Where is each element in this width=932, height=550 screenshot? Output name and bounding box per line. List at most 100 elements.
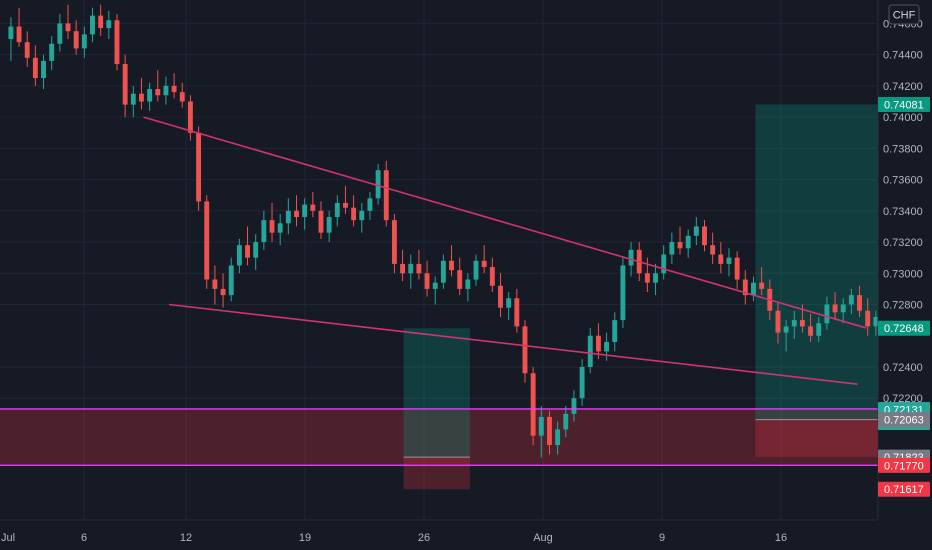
price-axis-background[interactable]	[878, 0, 932, 520]
candle-body	[555, 429, 561, 446]
date-tick-label: 12	[180, 532, 192, 544]
date-tick-label: 19	[299, 532, 311, 544]
upper-trendline[interactable]	[143, 116, 867, 329]
candle-body	[269, 220, 275, 233]
candle-body	[783, 326, 789, 333]
candle-body	[481, 260, 487, 268]
candle-body	[563, 413, 569, 430]
candle-body	[457, 270, 463, 289]
price-tag-label: 0.74081	[884, 99, 924, 111]
candle-body	[220, 288, 226, 296]
candle	[253, 234, 259, 271]
candle	[106, 10, 112, 40]
candle-body	[139, 93, 144, 102]
candle	[669, 232, 675, 264]
price-tag-label: 0.71617	[884, 484, 924, 496]
candle-body	[702, 226, 707, 246]
drawing-layer[interactable]	[0, 116, 878, 467]
candle	[228, 257, 234, 302]
candle-body	[81, 34, 87, 49]
candle	[285, 198, 291, 235]
candle	[840, 298, 846, 324]
candle	[90, 7, 95, 43]
candle	[187, 95, 193, 141]
price-tick-label: 0.73200	[883, 237, 923, 249]
lower-trendline[interactable]	[168, 303, 858, 385]
candle	[791, 310, 797, 339]
candle	[734, 251, 740, 289]
candle-body	[49, 43, 55, 61]
candle	[832, 292, 838, 321]
candle-body	[310, 204, 316, 211]
currency-badge[interactable]: CHF	[888, 4, 920, 25]
price-tick-label: 0.73000	[883, 268, 923, 280]
candle	[32, 45, 38, 86]
candle-body	[808, 326, 814, 336]
long-target-right[interactable]	[755, 104, 879, 420]
candle	[465, 273, 471, 302]
candle	[530, 366, 536, 446]
candle-body	[824, 304, 830, 324]
candle	[400, 249, 406, 282]
candle	[261, 210, 267, 250]
time-axis: Jul 6 12 19 26 Aug 9 16	[1, 532, 787, 544]
candle	[481, 245, 487, 274]
candle-body	[865, 310, 871, 327]
candle	[661, 245, 667, 280]
candle-body	[318, 210, 324, 233]
price-tag-label: 0.71770	[884, 460, 924, 472]
long-stop-right[interactable]	[755, 419, 879, 458]
support-zone[interactable]	[0, 408, 878, 466]
candle	[816, 316, 822, 342]
candle	[759, 267, 765, 296]
candle	[383, 160, 389, 227]
candle-body	[751, 282, 756, 296]
candle-body	[383, 170, 389, 221]
candle-body	[644, 273, 650, 283]
candle	[865, 298, 871, 336]
candle	[440, 254, 446, 289]
time-axis-background[interactable]	[0, 520, 932, 550]
candle-body	[677, 242, 683, 249]
candle	[547, 410, 552, 455]
candle	[653, 263, 658, 296]
candle-body	[473, 260, 479, 280]
candle	[8, 17, 14, 61]
candle	[808, 313, 814, 342]
date-tick-label: Jul	[1, 532, 15, 544]
candle	[473, 254, 479, 286]
candle-body	[196, 132, 202, 202]
candle	[155, 70, 161, 102]
candle	[302, 198, 308, 230]
candle-body	[122, 64, 128, 105]
candle	[587, 327, 593, 374]
candle	[718, 242, 724, 274]
candle	[57, 14, 63, 52]
candle	[163, 76, 169, 105]
candle	[408, 254, 414, 289]
candle-body	[710, 245, 716, 255]
price-tag-box	[878, 96, 930, 112]
candle	[604, 332, 610, 361]
candle-body	[498, 285, 503, 308]
long-target-left[interactable]	[403, 328, 470, 458]
price-tick-label: 0.74200	[883, 81, 923, 93]
zone-layer	[0, 104, 932, 490]
candle-body	[832, 304, 838, 313]
candle-body	[391, 220, 397, 264]
candle	[751, 276, 756, 302]
candle-body	[277, 223, 283, 233]
candle-body	[163, 85, 169, 96]
long-stop-left[interactable]	[403, 457, 470, 490]
candle-body	[571, 398, 577, 414]
candle	[571, 390, 577, 422]
candle	[710, 232, 716, 264]
candle-body	[742, 279, 748, 296]
candle	[857, 285, 862, 317]
candle-body	[90, 15, 95, 35]
candle	[538, 406, 544, 458]
candle-body	[114, 20, 120, 65]
candle-body	[416, 263, 422, 274]
